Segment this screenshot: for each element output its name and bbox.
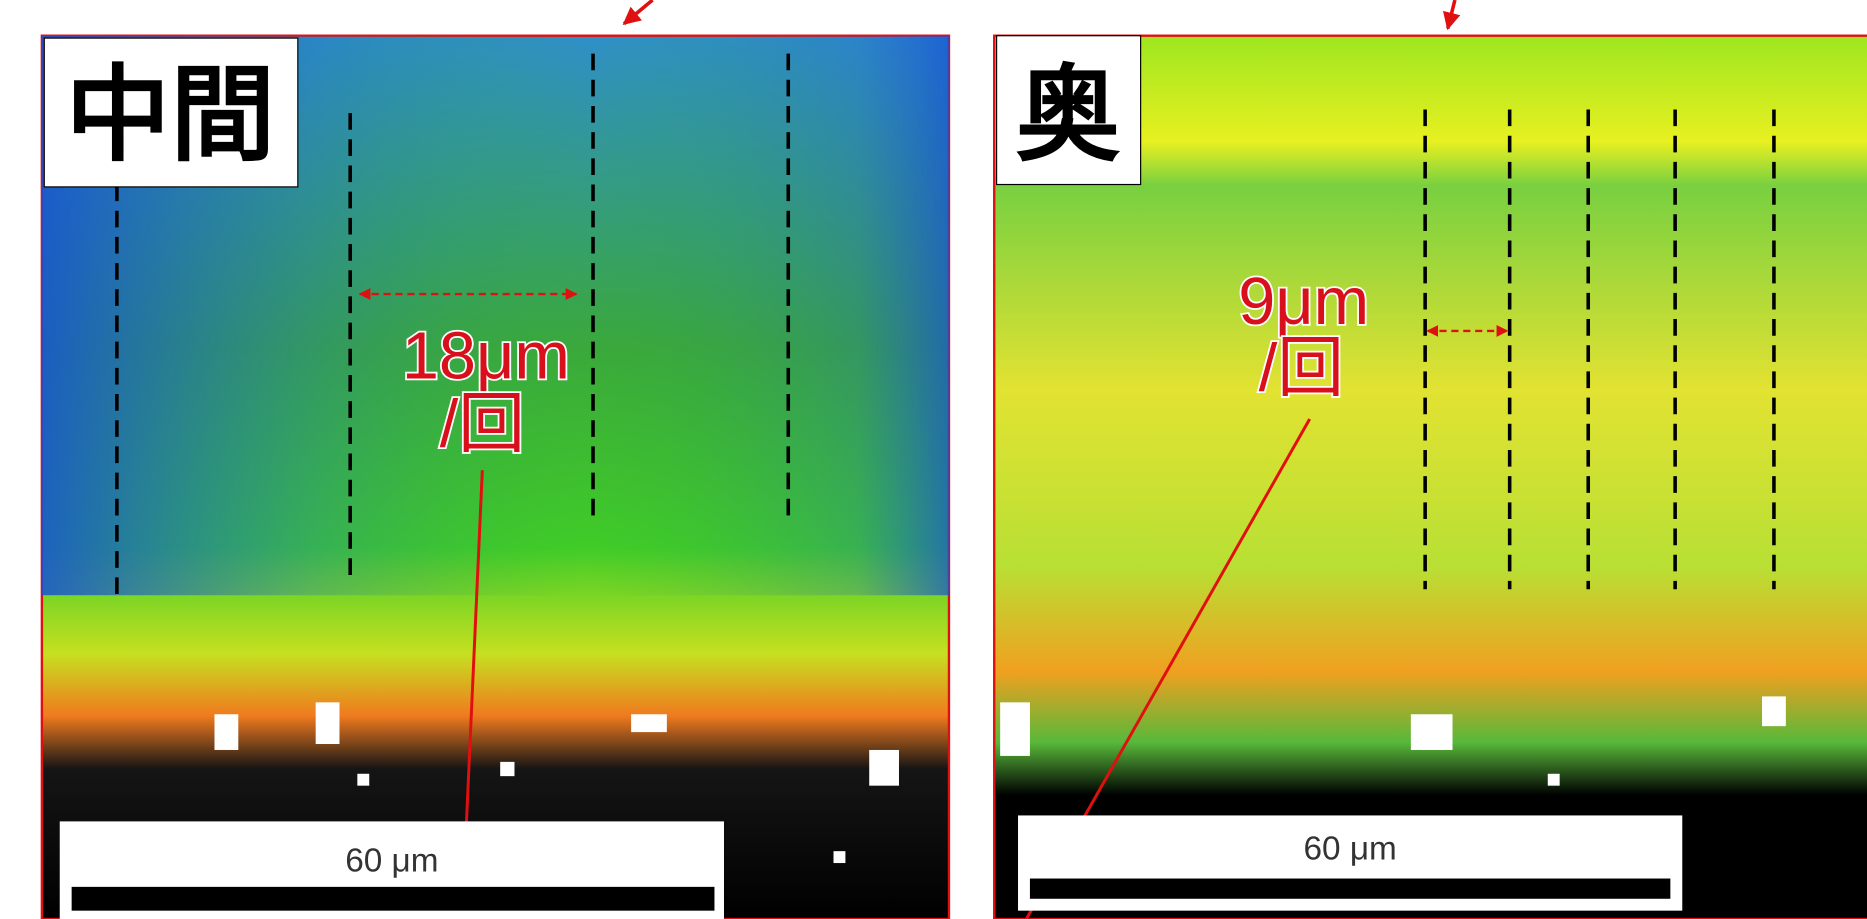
panel-middle: 中間 18μm /回 60 μm xyxy=(42,36,949,919)
scale-bar xyxy=(1030,879,1670,899)
scale-bar-label: 60 μm xyxy=(345,842,438,879)
panel-back: 奥 9μm /回 60 μm xyxy=(994,36,1867,919)
annotation: /回 xyxy=(440,387,525,461)
panel-label: 奥 xyxy=(1016,54,1121,176)
top-arrow xyxy=(1448,0,1455,29)
panel-label: 中間 xyxy=(66,54,275,176)
annotation: /回 xyxy=(1259,331,1344,405)
scale-bar-label: 60 μm xyxy=(1303,830,1396,867)
figure: 中間 18μm /回 60 μm 奥 9μm /回 60 μm xyxy=(0,0,1867,919)
scale-bar xyxy=(72,887,715,911)
top-arrow xyxy=(624,0,653,24)
annotation: 9μm xyxy=(1238,265,1369,339)
page: {"panels":[{"label":"中間","annotation":["… xyxy=(0,0,1867,919)
annotation: 18μm xyxy=(402,320,570,394)
